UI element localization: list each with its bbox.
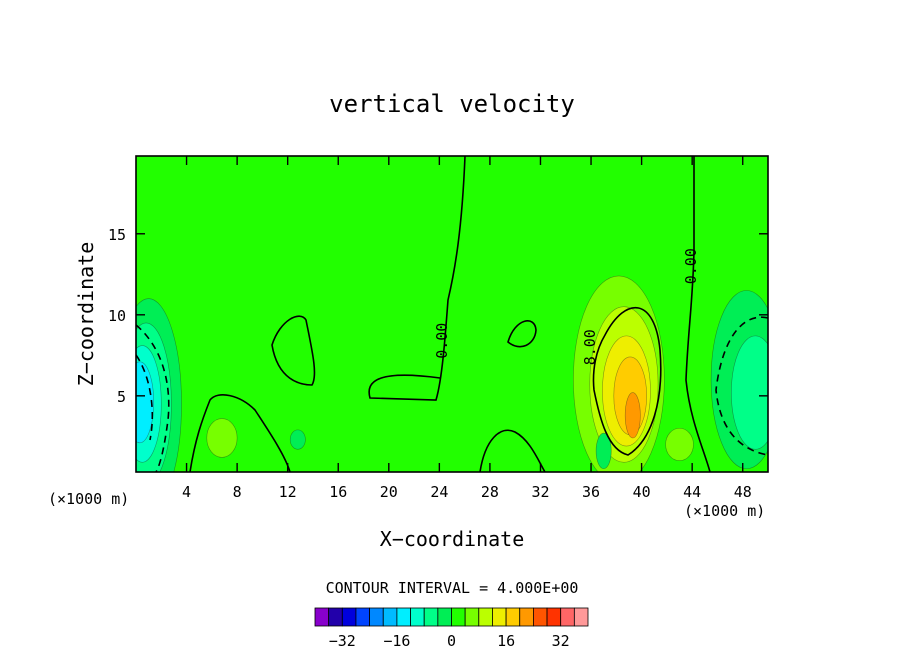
- contour-line-island: [271, 315, 316, 386]
- colorbar-swatch: [451, 607, 466, 627]
- colorbar-tick-label: 0: [447, 632, 456, 650]
- x-tick-label: 36: [582, 483, 600, 501]
- colorbar-swatch: [410, 607, 425, 627]
- contour-line-bottom-mid: [479, 429, 546, 472]
- colorbar-swatch: [328, 607, 343, 627]
- x-tick-label: 48: [734, 483, 752, 501]
- x-unit-label-left: (×1000 m): [48, 490, 129, 508]
- colorbar-swatch: [437, 607, 452, 627]
- x-axis-label: X−coordinate: [380, 527, 525, 551]
- contour-fill-region: [206, 418, 238, 458]
- contour-line-island-small: [507, 320, 537, 348]
- contour-line-zero-right: [685, 156, 711, 472]
- x-tick-label: 32: [531, 483, 549, 501]
- colorbar: [314, 607, 589, 627]
- x-tick-label: 8: [233, 483, 242, 501]
- colorbar-swatch: [546, 607, 562, 627]
- colorbar-swatch: [492, 607, 507, 627]
- y-tick-label: 10: [108, 307, 126, 325]
- contour-fill-region: [731, 335, 768, 450]
- contour-label: 0.00: [433, 323, 451, 359]
- colorbar-swatch: [369, 607, 384, 627]
- plot-frame: [135, 155, 769, 473]
- colorbar-tick-label: 16: [497, 632, 515, 650]
- colorbar-swatch: [478, 607, 493, 627]
- contour-fill-region: [136, 361, 154, 444]
- x-tick-label: 20: [380, 483, 398, 501]
- x-tick-label: 44: [683, 483, 701, 501]
- colorbar-swatch: [464, 607, 480, 627]
- plot-background: [136, 156, 768, 472]
- contour-lines: [189, 156, 711, 472]
- colorbar-swatch: [573, 607, 589, 627]
- x-tick-label: 16: [329, 483, 347, 501]
- colorbar-tick-labels: −32 −16 0 16 32: [329, 632, 570, 650]
- contour-label: 8.00: [581, 329, 599, 365]
- colorbar-swatch: [560, 607, 575, 627]
- contour-fill-region: [289, 429, 306, 450]
- colorbar-swatch: [533, 607, 548, 627]
- negative-contour-right-1: [715, 316, 768, 456]
- colorbar-tick-label: −16: [383, 632, 410, 650]
- colorbar-swatch: [341, 607, 357, 627]
- contour-fill-region: [595, 432, 612, 470]
- colorbar-swatch: [314, 607, 330, 627]
- contour-fill-region: [665, 427, 694, 461]
- chart-title: vertical velocity: [329, 90, 575, 118]
- contour-label: 0.00: [682, 248, 700, 284]
- contour-labels: 0.00 8.00 0.00: [433, 248, 700, 365]
- y-tick-label: 5: [117, 388, 126, 406]
- y-axis-label: Z−coordinate: [74, 242, 98, 387]
- x-unit-label-right: (×1000 m): [684, 502, 765, 520]
- colorbar-tick-label: 32: [552, 632, 570, 650]
- negative-contour-left-2: [136, 354, 154, 441]
- colorbar-swatch: [519, 607, 534, 627]
- colorbar-swatch: [423, 607, 439, 627]
- x-tick-label: 12: [279, 483, 297, 501]
- contour-fill-region: [624, 392, 641, 439]
- contour-line-8: [592, 307, 662, 456]
- y-tick-label: 15: [108, 226, 126, 244]
- colorbar-swatch: [505, 607, 521, 627]
- x-tick-label: 4: [182, 483, 191, 501]
- negative-contour-lines: [136, 316, 768, 472]
- negative-contour-left-1: [136, 324, 170, 472]
- colorbar-swatch: [382, 607, 398, 627]
- y-axis-ticks: 5 10 15: [108, 226, 768, 406]
- colorbar-tick-label: −32: [329, 632, 356, 650]
- plot-area: 0.00 8.000.00 4 8 12 16 20 24 28 32 36 40 44 48 5101…: [108, 155, 769, 501]
- contour-interval-label: CONTOUR INTERVAL = 4.000E+00: [326, 579, 579, 597]
- x-tick-label: 40: [633, 483, 651, 501]
- contour-line-zero-left: [368, 156, 466, 401]
- contour-line-bottom-left: [189, 394, 291, 472]
- colorbar-swatch: [396, 607, 411, 627]
- x-tick-label: 28: [481, 483, 499, 501]
- x-tick-label: 24: [430, 483, 448, 501]
- x-axis-ticks: 4 8 12 16 20 24 28 32 36 40 44 48: [182, 156, 752, 501]
- colorbar-swatch: [355, 607, 371, 627]
